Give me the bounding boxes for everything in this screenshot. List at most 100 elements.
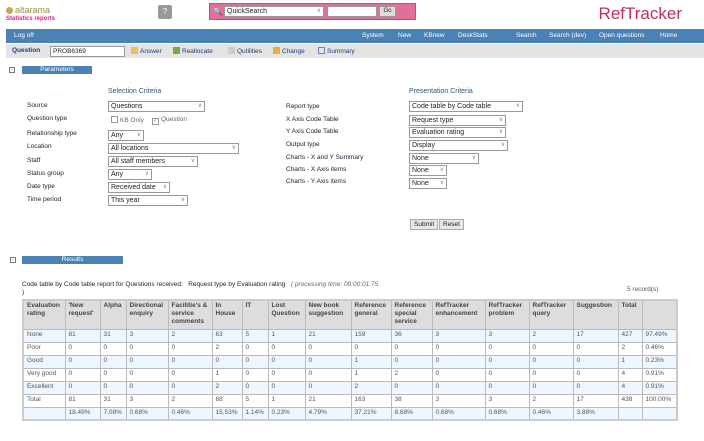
staff-select[interactable]: All staff members (108, 156, 198, 167)
summary-icon (318, 47, 325, 54)
table-cell: 3 (125, 393, 169, 408)
report-type-select[interactable]: Code table by Code table (409, 101, 523, 112)
time-period-select[interactable]: This year (108, 195, 188, 206)
table-cell: 2 (211, 341, 243, 356)
qutilities-button[interactable]: Qutilities (228, 47, 262, 55)
table-cell: 0 (431, 354, 486, 369)
table-cell: 3 (125, 328, 169, 343)
output-type-select[interactable]: Display (409, 140, 508, 151)
reallocate-button[interactable]: Reallocate (173, 47, 213, 55)
table-cell: 438 (617, 393, 643, 408)
table-cell: 0 (267, 341, 306, 356)
logoff-link[interactable]: Log off (14, 32, 34, 39)
table-cell: 0 (99, 380, 127, 395)
table-cell: 0 (484, 341, 530, 356)
table-cell: 37.21% (350, 406, 392, 421)
table-cell: 0.46% (528, 406, 574, 421)
nav-system[interactable]: System (362, 32, 384, 39)
table-cell: 0 (528, 367, 574, 382)
column-header: Facilitie's & service comments (167, 299, 213, 330)
nav-kbnew[interactable]: KBnew (424, 32, 445, 39)
date-type-label: Date type (27, 183, 55, 190)
checkbox-icon (111, 116, 118, 123)
table-cell: None (22, 328, 66, 343)
table-cell: 5 (241, 393, 269, 408)
table-cell: 38 (390, 393, 433, 408)
charts-x-label: Charts - X Axis items (286, 166, 347, 173)
table-cell: 0 (528, 380, 574, 395)
table-cell: 0 (304, 367, 352, 382)
question-input[interactable]: PROB6369 (50, 46, 125, 57)
table-cell: 0 (431, 367, 486, 382)
x-axis-select[interactable]: Request type (409, 115, 506, 126)
change-button[interactable]: Change (273, 47, 305, 55)
table-cell: 0 (125, 380, 169, 395)
nav-open-questions[interactable]: Open questions (599, 32, 645, 39)
quicksearch-select[interactable]: QuickSearch (224, 6, 324, 17)
table-cell: 0 (390, 380, 433, 395)
table-cell: 1 (267, 328, 306, 343)
kb-only-checkbox[interactable]: KB Only (111, 116, 144, 124)
record-count: 5 record(s) (627, 286, 659, 293)
location-label: Location (27, 143, 52, 150)
table-cell: 0 (390, 354, 433, 369)
table-cell: 2 (167, 328, 213, 343)
charts-y-label: Charts - Y Axis items (286, 178, 347, 185)
reset-button[interactable]: Reset (439, 219, 464, 230)
summary-button[interactable]: Summary (318, 47, 355, 55)
status-group-select[interactable]: Any (108, 169, 152, 180)
collapse-results-icon[interactable]: - (10, 257, 16, 263)
nav-home[interactable]: Home (660, 32, 678, 39)
location-select[interactable]: All locations (108, 143, 239, 154)
question-type-label: Question type (27, 115, 68, 122)
relationship-type-select[interactable]: Any (108, 130, 144, 141)
date-type-select[interactable]: Received date (108, 182, 170, 193)
caption-paren: ) (22, 289, 25, 296)
table-cell (641, 406, 678, 421)
table-row: Poor 0 0 0 0 2 0 0 0 0 0 0 0 0 0 2 0.46% (22, 341, 678, 356)
table-cell: 0 (304, 341, 352, 356)
charts-xy-label: Charts - X and Y Summary (286, 154, 364, 161)
nav-search-dev[interactable]: Search (dev) (549, 32, 587, 39)
nav-deskstats[interactable]: DeskStats (458, 32, 488, 39)
table-cell: 0 (572, 380, 619, 395)
results-table: Evaluation rating 'New request' Alpha Direc… (22, 299, 678, 421)
table-cell: 0 (431, 380, 486, 395)
y-axis-label: Y Axis Code Table (286, 128, 339, 135)
table-cell: 0 (528, 341, 574, 356)
charts-x-select[interactable]: None (409, 165, 447, 176)
table-cell: 0 (167, 341, 213, 356)
collapse-parameters-icon[interactable]: - (9, 67, 15, 73)
table-cell: 0 (431, 341, 486, 356)
table-cell: 1 (267, 393, 306, 408)
table-cell: 159 (350, 328, 392, 343)
table-cell: 0 (267, 380, 306, 395)
quicksearch-input[interactable] (327, 6, 377, 17)
table-cell: 3.88% (572, 406, 619, 421)
submit-button[interactable]: Submit (410, 219, 439, 230)
column-header: Reference general (350, 299, 392, 330)
table-cell: 0.68% (484, 406, 530, 421)
nav-search[interactable]: Search (516, 32, 537, 39)
y-axis-select[interactable]: Evaluation rating (409, 127, 506, 138)
question-checkbox[interactable]: ✓ Question (152, 116, 188, 125)
table-cell: 0 (211, 354, 243, 369)
main-nav: Log off System New KBnew DeskStats Searc… (6, 29, 704, 43)
column-header: RefTracker query (528, 299, 574, 330)
charts-xy-select[interactable]: None (409, 153, 479, 164)
reftracker-brand: RefTracker (598, 4, 682, 23)
table-cell: 0 (241, 380, 269, 395)
question-bar: Question PROB6369 Answer Reallocate Quti… (6, 44, 704, 58)
charts-y-select[interactable]: None (409, 178, 447, 189)
answer-button[interactable]: Answer (131, 47, 162, 55)
column-header: Alpha (99, 299, 127, 330)
go-button[interactable]: Go (379, 6, 396, 17)
help-book-icon[interactable]: ? (158, 5, 172, 19)
table-cell: Total (22, 393, 66, 408)
nav-new[interactable]: New (398, 32, 412, 39)
table-cell: 427 (617, 328, 643, 343)
source-select[interactable]: Questions (108, 101, 205, 112)
table-cell: 0 (350, 341, 392, 356)
output-type-label: Output type (286, 141, 320, 148)
column-header: Suggestion (572, 299, 619, 330)
